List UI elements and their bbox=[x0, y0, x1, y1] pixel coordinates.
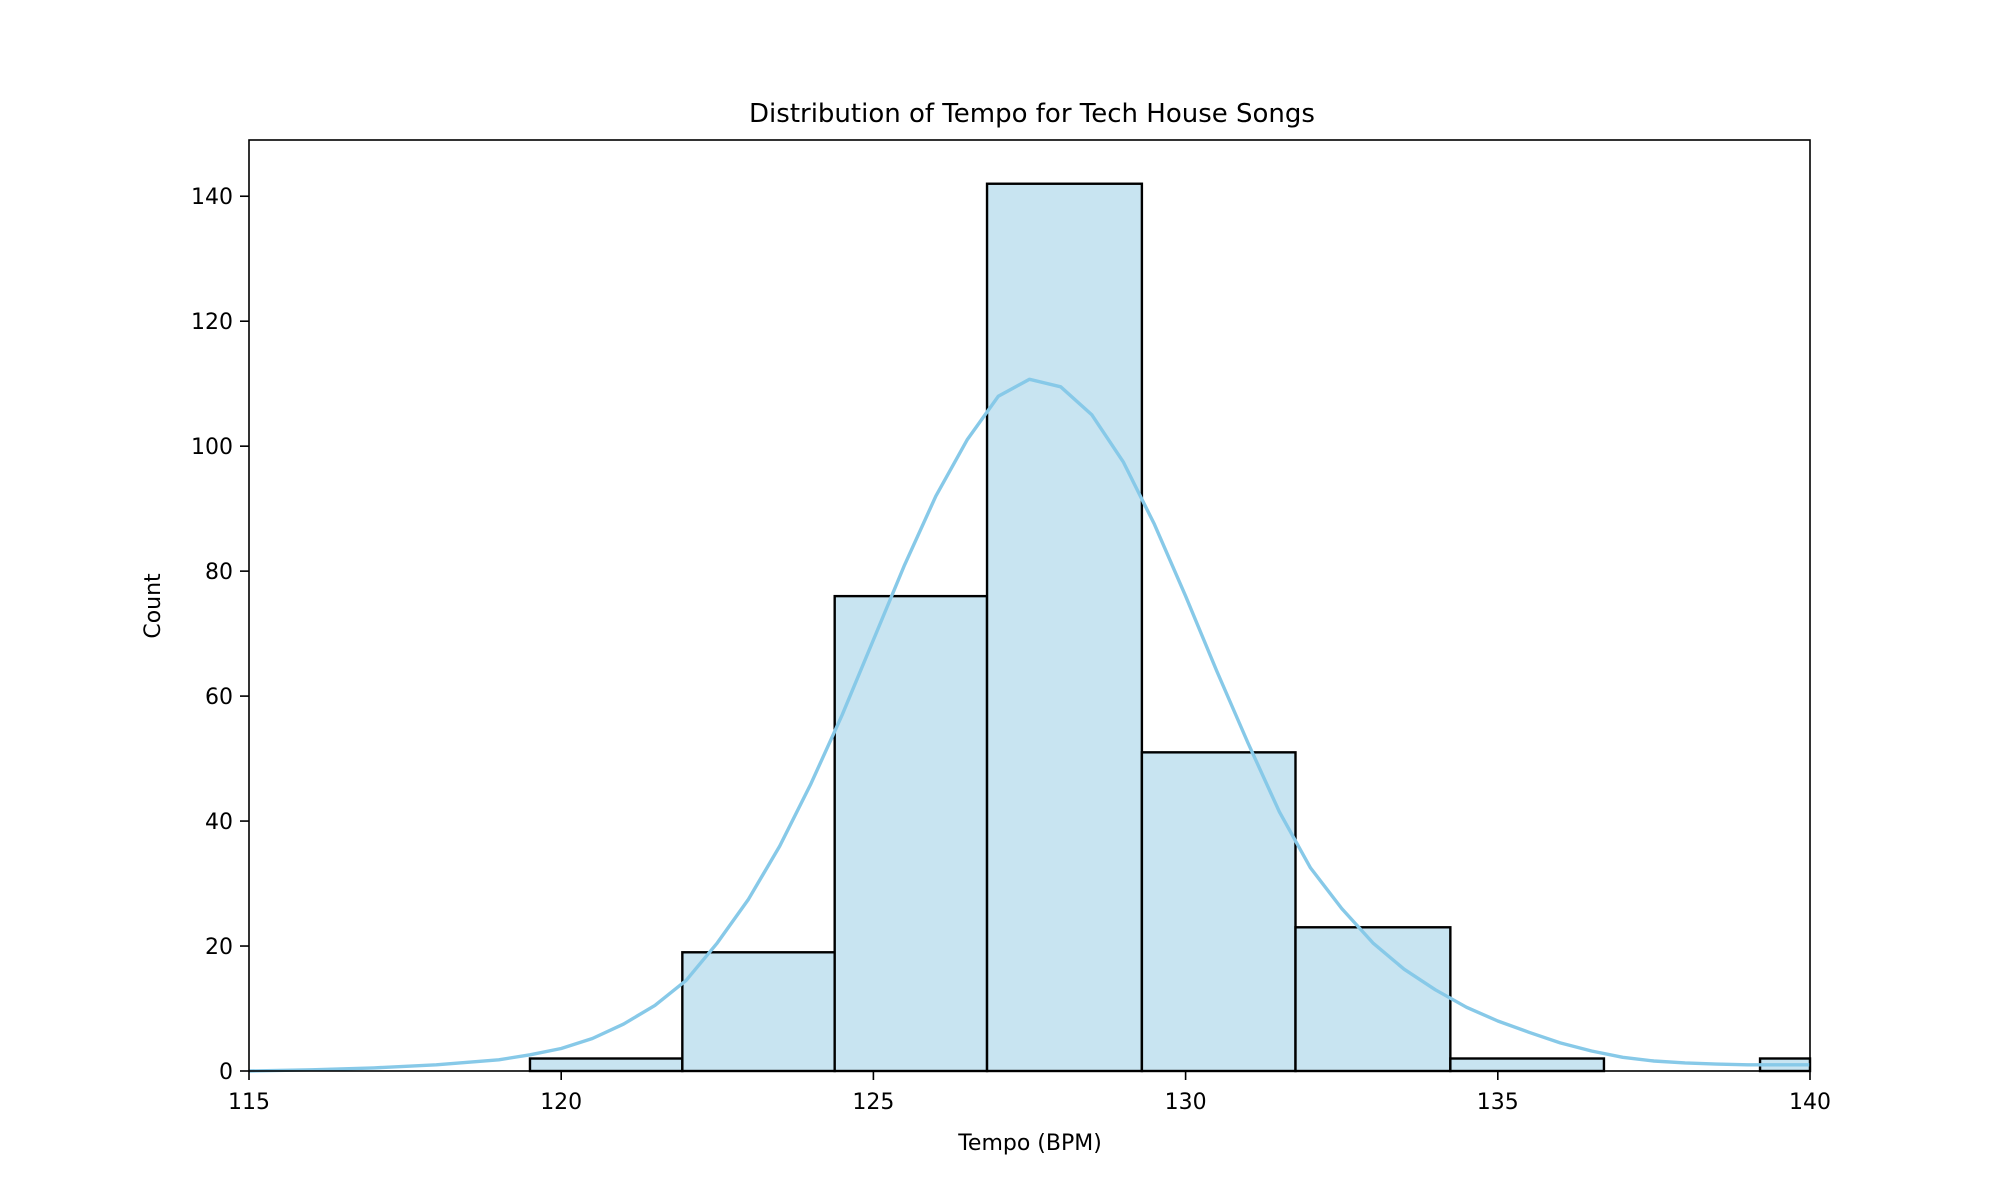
x-axis-label: Tempo (BPM) bbox=[957, 1131, 1102, 1156]
y-tick-label: 100 bbox=[191, 435, 233, 460]
y-tick-label: 140 bbox=[191, 185, 233, 210]
histogram-bars bbox=[528, 182, 1812, 1073]
y-tick-label: 20 bbox=[205, 935, 233, 960]
x-tick-label: 120 bbox=[540, 1090, 582, 1115]
y-tick-label: 80 bbox=[205, 560, 233, 585]
x-tick-label: 140 bbox=[1789, 1090, 1831, 1115]
y-axis-label: Count bbox=[141, 573, 166, 639]
kde-curve-layer bbox=[248, 377, 1810, 1073]
x-tick-label: 115 bbox=[228, 1090, 270, 1115]
histogram-bar bbox=[985, 182, 1144, 1073]
y-tick-label: 0 bbox=[219, 1060, 233, 1085]
x-tick-label: 130 bbox=[1165, 1090, 1207, 1115]
y-tick-label: 40 bbox=[205, 810, 233, 835]
histogram-bar bbox=[528, 1057, 684, 1073]
x-tick-label: 135 bbox=[1477, 1090, 1519, 1115]
histogram-bar bbox=[1140, 751, 1297, 1073]
x-axis-ticks: 115 120 125 130 135 140 bbox=[228, 1071, 1831, 1115]
y-tick-label: 60 bbox=[205, 685, 233, 710]
histogram-bar bbox=[1449, 1057, 1606, 1073]
chart-title: Distribution of Tempo for Tech House Son… bbox=[749, 99, 1315, 129]
plot-area-frame bbox=[248, 139, 1811, 1072]
y-axis-ticks: 0 20 40 60 80 100 120 140 bbox=[191, 185, 249, 1085]
x-tick-label: 125 bbox=[852, 1090, 894, 1115]
histogram-bar bbox=[1294, 926, 1452, 1073]
kde-density-line bbox=[248, 377, 1810, 1073]
histogram-bar bbox=[681, 951, 836, 1073]
histogram-bar bbox=[833, 594, 989, 1073]
y-tick-label: 120 bbox=[191, 310, 233, 335]
